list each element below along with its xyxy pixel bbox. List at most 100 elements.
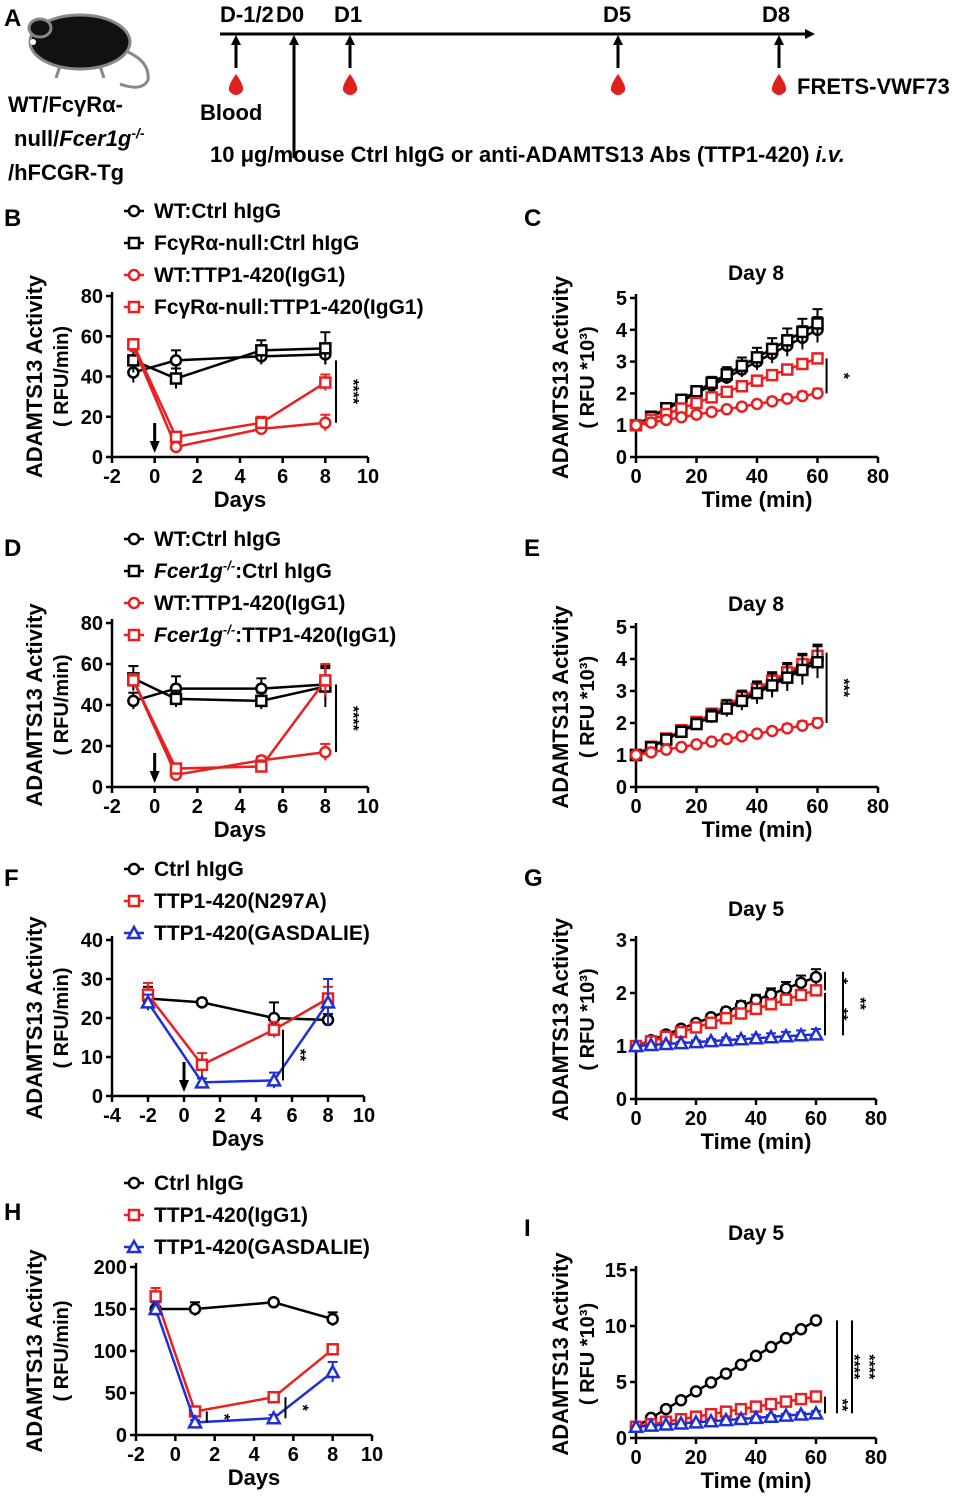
series-line (147, 997, 329, 1022)
y-tick-label: 200 (94, 1257, 127, 1279)
data-point (265, 1071, 283, 1087)
timepoint-d5: D5 (603, 2, 631, 27)
x-tick-label: -2 (127, 1444, 145, 1466)
panel-label-e: E (524, 535, 540, 562)
data-point (660, 733, 673, 746)
data-point (811, 716, 824, 730)
panel-label-b: B (4, 205, 21, 232)
panel-label-h: H (4, 1199, 21, 1226)
data-point (644, 746, 658, 759)
x-tick-label: 80 (867, 796, 889, 818)
legend-item: FcγRα-null:Ctrl hIgG (124, 232, 359, 255)
legend-label: TTP1-420(IgG1) (154, 1204, 308, 1227)
y-axis-label: ADAMTS13 Activity (22, 274, 47, 478)
data-point (267, 1023, 281, 1036)
data-point (195, 1058, 209, 1072)
legend-item: WT:TTP1-420(IgG1) (124, 592, 345, 615)
data-point (147, 1300, 164, 1316)
legend-label: TTP1-420(GASDALIE) (154, 1236, 370, 1259)
significance-label: * (833, 978, 850, 985)
data-point (720, 403, 733, 416)
chart-panel-e: E Day 8 0 1 2 3 4 5 0 20 40 60 80 Time (min) ADAMTS13 … (524, 535, 889, 842)
y-tick-label: 3 (616, 352, 627, 374)
y-tick-label: 0 (616, 1428, 627, 1450)
y-tick-label: 1 (616, 415, 627, 437)
x-tick-label: 2 (192, 466, 203, 488)
timepoint-d-half: D-1/2 (220, 2, 274, 27)
data-point (779, 993, 793, 1006)
y-tick-label: 2 (616, 383, 627, 405)
timepoint-d1: D1 (334, 2, 362, 27)
legend-label: FcγRα-null:TTP1-420(IgG1) (154, 296, 424, 319)
y-tick-label: 10 (81, 1047, 103, 1069)
significance-label: ** (833, 1399, 850, 1412)
data-point (169, 354, 183, 367)
legend-label: Fcer1g-/-:TTP1-420(IgG1) (154, 622, 396, 647)
y-axis-unit-label: ( RFU *10³) (577, 326, 599, 428)
timepoint-d0: D0 (276, 2, 304, 27)
blood-drop-icon (228, 74, 787, 95)
legend-item: Fcer1g-/-:TTP1-420(IgG1) (124, 622, 396, 647)
y-axis-unit-label: ( RFU *10³) (577, 1303, 599, 1405)
y-tick-label: 3 (616, 681, 627, 703)
data-point (811, 352, 824, 365)
x-tick-label: 40 (746, 796, 768, 818)
legend-item: FcγRα-null:TTP1-420(IgG1) (124, 296, 424, 319)
legend-item: WT:Ctrl hIgG (124, 200, 281, 223)
legend-item: TTP1-420(GASDALIE) (124, 1236, 370, 1259)
series-line (132, 347, 326, 380)
x-tick-label: 20 (685, 1447, 707, 1469)
data-point (781, 363, 794, 376)
x-tick-label: 4 (234, 796, 246, 818)
data-point (255, 694, 268, 708)
data-point (764, 988, 778, 1001)
series-wt-ctrl-higg (127, 667, 332, 710)
legend-label: TTP1-420(GASDALIE) (154, 922, 370, 945)
x-tick-label: 8 (320, 466, 331, 488)
panel-label-c: C (524, 205, 541, 232)
x-tick-label: 60 (805, 1108, 827, 1130)
series-line (132, 679, 326, 777)
x-tick-label: 20 (685, 796, 707, 818)
x-tick-label: 20 (685, 1108, 707, 1130)
data-point (735, 694, 749, 708)
series-line (132, 677, 326, 703)
panel-label-i: I (524, 1215, 531, 1242)
significance-label: * (835, 373, 852, 380)
data-point (689, 1021, 703, 1034)
y-tick-label: 5 (616, 1372, 627, 1394)
y-axis-label: ADAMTS13 Activity (22, 603, 47, 807)
data-point (675, 725, 688, 739)
data-point (702, 1032, 720, 1048)
significance-label: **** (845, 1354, 862, 1380)
x-axis-label: Days (228, 1465, 281, 1490)
series-ttp1-420-gasdalie- (147, 1300, 341, 1429)
data-point (324, 1363, 341, 1379)
data-point (779, 1331, 793, 1345)
data-point (750, 351, 764, 364)
injection-arrow-head (179, 1080, 189, 1092)
x-tick-label: 0 (630, 466, 641, 488)
schematic-panel-a: A WT/FcγRα- null/Fcer1g-/- /hFCGR-Tg D-1… (4, 2, 950, 185)
y-tick-label: 40 (81, 695, 103, 717)
y-axis-unit-label: ( RFU/min) (51, 1300, 73, 1401)
strain-line-3: /hFCGR-Tg (8, 160, 124, 185)
legend-item: WT:Ctrl hIgG (124, 528, 281, 551)
data-point (255, 760, 268, 773)
legend-marker (127, 300, 141, 314)
data-point (672, 1414, 690, 1430)
series-line (147, 993, 329, 1067)
data-point (704, 1016, 718, 1030)
x-tick-label: 10 (353, 1105, 375, 1127)
data-point (735, 400, 749, 413)
data-point (765, 679, 779, 692)
legend-label: Fcer1g-/-:Ctrl hIgG (154, 558, 332, 583)
legend-marker (127, 1176, 141, 1190)
series-ttp1-420-gasdalie- (627, 1404, 825, 1434)
data-point (127, 338, 140, 351)
data-point (720, 368, 733, 381)
y-tick-label: 100 (94, 1341, 127, 1363)
data-point (326, 1312, 339, 1326)
